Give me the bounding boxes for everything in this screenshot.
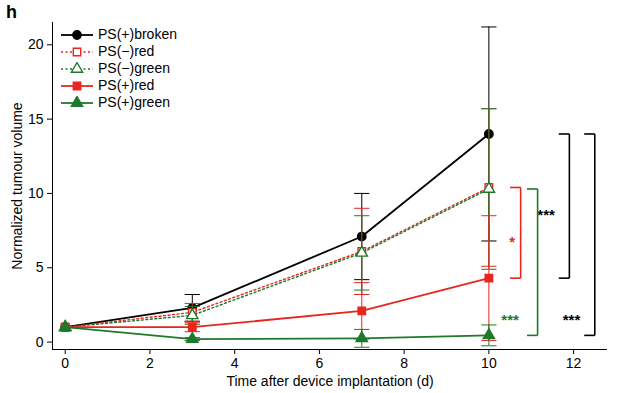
svg-text:10: 10	[481, 355, 497, 371]
html-text:PS(+)red: PS(+)red	[98, 77, 155, 93]
svg-text:6: 6	[316, 355, 324, 371]
svg-text:20: 20	[28, 36, 44, 52]
svg-text:Time after device implantation: Time after device implantation (d)	[226, 373, 433, 389]
svg-text:***: ***	[563, 311, 581, 328]
html-text:h: h	[6, 2, 17, 22]
svg-text:8: 8	[400, 355, 408, 371]
svg-text:0: 0	[61, 355, 69, 371]
svg-text:0: 0	[36, 334, 44, 350]
svg-text:2: 2	[146, 355, 154, 371]
svg-text:5: 5	[36, 259, 44, 275]
svg-text:*: *	[509, 233, 515, 250]
html-text:PS(−)red: PS(−)red	[98, 43, 155, 59]
html-text:PS(+)broken: PS(+)broken	[98, 26, 177, 42]
svg-text:Normalized tumour volume: Normalized tumour volume	[9, 102, 25, 269]
html-text:PS(+)green: PS(+)green	[98, 94, 170, 110]
html-text:PS(−)green: PS(−)green	[98, 60, 170, 76]
svg-text:15: 15	[28, 111, 44, 127]
svg-text:12: 12	[566, 355, 582, 371]
svg-text:***: ***	[501, 311, 519, 328]
svg-text:***: ***	[537, 206, 555, 223]
svg-text:4: 4	[231, 355, 239, 371]
svg-text:10: 10	[28, 185, 44, 201]
